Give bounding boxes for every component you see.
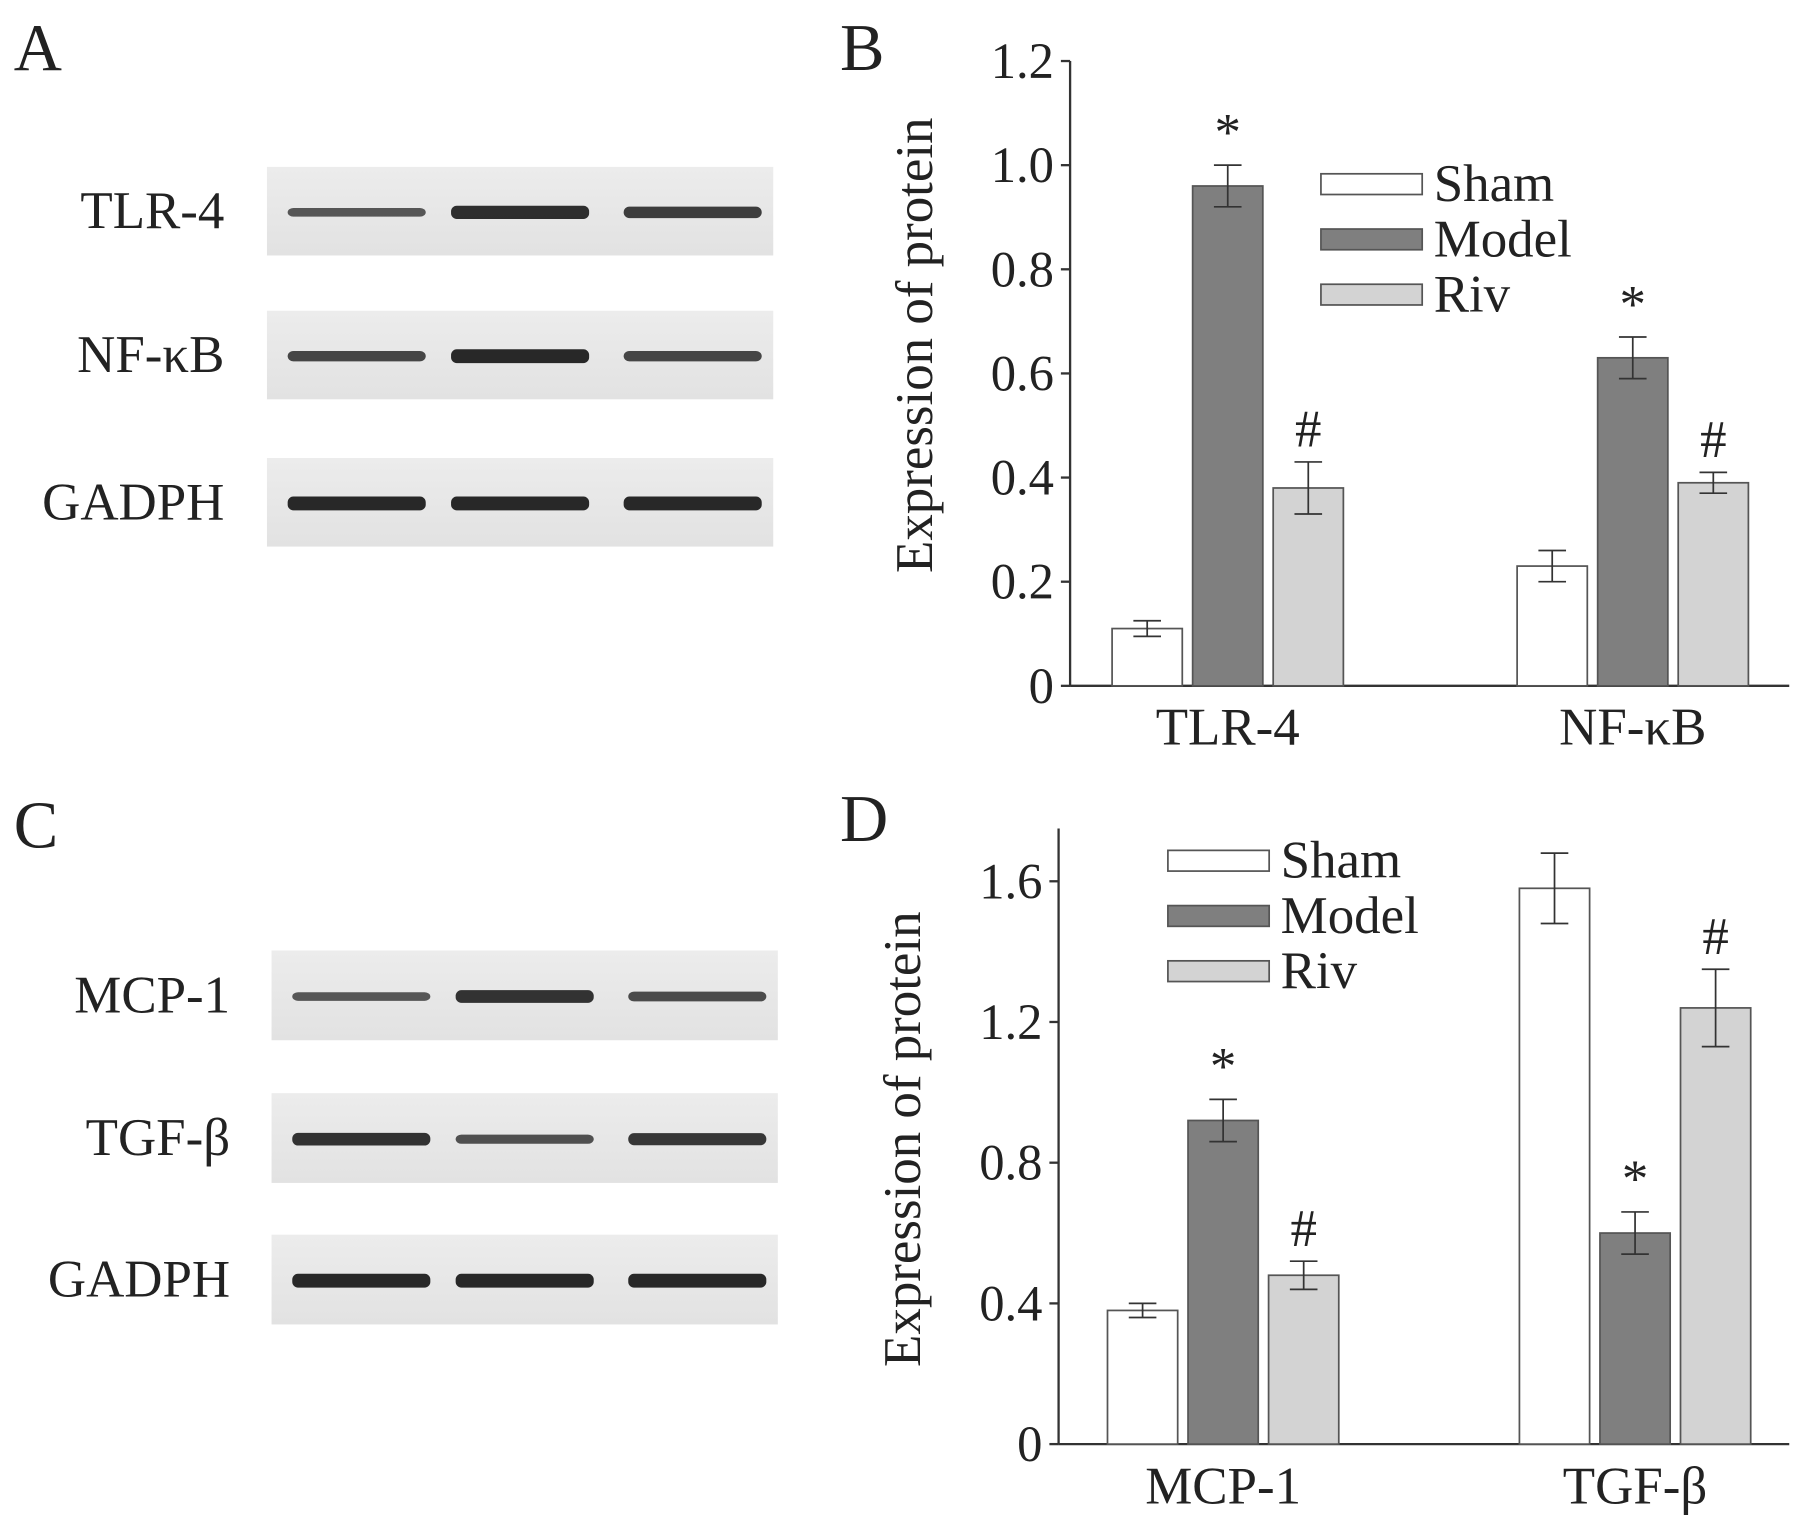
y-axis-label: Expression of protein (874, 911, 932, 1366)
y-tick-label: 0.2 (991, 554, 1054, 610)
significance-mark: * (1215, 104, 1241, 162)
blot-band (451, 205, 590, 219)
blot-band (292, 992, 431, 1001)
blot-label: MCP-1 (74, 966, 230, 1024)
bar (1677, 481, 1750, 687)
blot-label: TLR-4 (80, 182, 224, 240)
blot-band (455, 1134, 594, 1144)
significance-mark: * (1210, 1038, 1236, 1096)
y-tick-label: 0 (1017, 1416, 1042, 1472)
y-tick-label: 0.6 (991, 345, 1054, 401)
bar (1272, 487, 1345, 687)
bar (1596, 356, 1669, 687)
bar (1187, 1119, 1260, 1445)
significance-mark: * (1620, 276, 1646, 334)
legend-label: Riv (1281, 942, 1358, 1000)
bar (1679, 1007, 1752, 1445)
blot-band (292, 1273, 431, 1288)
significance-mark: # (1290, 1200, 1316, 1258)
bar (1599, 1232, 1672, 1445)
legend-swatch (1320, 172, 1424, 196)
y-tick-label: 1.0 (991, 137, 1054, 193)
blot-band (628, 1133, 767, 1146)
panel-letter: B (840, 12, 885, 85)
blot-band (292, 1132, 431, 1146)
blot-band (628, 1273, 767, 1288)
panel-letter: C (14, 790, 59, 863)
blot-label: GADPH (42, 473, 224, 531)
legend-label: Model (1434, 210, 1572, 268)
y-tick-label: 0.4 (979, 1275, 1042, 1331)
panel-letter: D (840, 783, 888, 856)
blot-band (455, 1273, 594, 1288)
blot-band (623, 350, 762, 362)
legend-swatch (1320, 283, 1424, 306)
significance-mark: # (1295, 401, 1321, 459)
y-tick-label: 0.8 (979, 1135, 1042, 1191)
legend-label: Sham (1434, 155, 1555, 213)
y-tick-label: 0.8 (991, 241, 1054, 297)
bar (1111, 627, 1184, 687)
legend-label: Model (1281, 887, 1419, 945)
x-tick-label: NF-κB (1559, 698, 1706, 756)
blot-band (287, 350, 426, 362)
blot-band (451, 349, 590, 364)
blot-label: GADPH (48, 1251, 230, 1309)
bar (1518, 887, 1591, 1445)
bar (1516, 565, 1589, 687)
legend-label: Sham (1281, 832, 1402, 890)
blot-band (455, 990, 594, 1003)
x-tick-label: TLR-4 (1156, 698, 1300, 756)
y-tick-label: 0.4 (991, 450, 1054, 506)
blot-band (628, 991, 767, 1002)
x-tick-label: TGF-β (1563, 1458, 1707, 1516)
panel-letter: A (14, 12, 62, 85)
bar (1191, 185, 1264, 687)
significance-mark: * (1622, 1151, 1648, 1209)
blot-band (287, 208, 426, 217)
y-tick-label: 1.2 (979, 994, 1042, 1050)
significance-mark: # (1700, 411, 1726, 469)
legend-swatch (1167, 849, 1271, 872)
legend-swatch (1320, 228, 1424, 251)
y-tick-label: 1.2 (991, 33, 1054, 89)
legend-swatch (1167, 959, 1271, 983)
y-tick-label: 1.6 (979, 853, 1042, 909)
legend-label: Riv (1434, 266, 1511, 324)
blot-label: TGF-β (86, 1109, 230, 1167)
legend-swatch (1167, 904, 1271, 928)
y-tick-label: 0 (1029, 658, 1054, 714)
x-tick-label: MCP-1 (1145, 1458, 1301, 1516)
bar (1106, 1309, 1179, 1445)
blot-band (623, 206, 762, 219)
blot-band (287, 496, 426, 511)
y-axis-label: Expression of protein (886, 117, 944, 572)
blot-label: NF-κB (77, 326, 224, 384)
bar (1267, 1274, 1340, 1445)
blot-band (451, 496, 590, 511)
blot-band (623, 496, 762, 511)
significance-mark: # (1702, 908, 1728, 966)
